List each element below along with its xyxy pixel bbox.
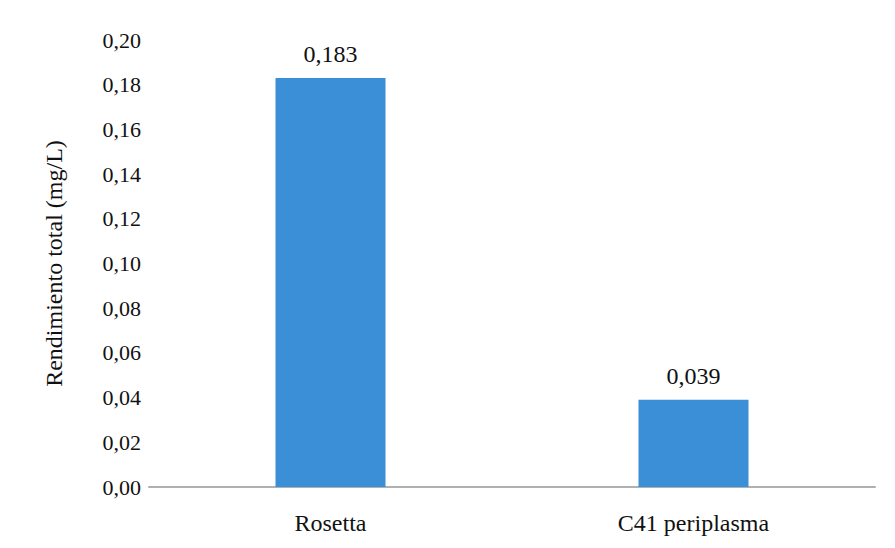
svg-text:0,10: 0,10 (103, 251, 142, 276)
svg-text:Rosetta: Rosetta (295, 510, 367, 536)
svg-text:0,00: 0,00 (103, 475, 142, 500)
svg-text:0,16: 0,16 (103, 117, 142, 142)
svg-text:0,20: 0,20 (103, 28, 142, 53)
svg-text:C41 periplasma: C41 periplasma (618, 510, 770, 536)
svg-text:0,06: 0,06 (103, 340, 142, 365)
svg-text:0,18: 0,18 (103, 72, 142, 97)
svg-text:0,12: 0,12 (103, 206, 142, 231)
svg-text:0,183: 0,183 (304, 41, 358, 67)
svg-text:0,14: 0,14 (103, 162, 142, 187)
svg-text:0,02: 0,02 (103, 430, 142, 455)
svg-text:0,08: 0,08 (103, 296, 142, 321)
svg-text:0,039: 0,039 (667, 363, 721, 389)
svg-text:Rendimiento total (mg/L): Rendimiento total (mg/L) (41, 140, 67, 387)
svg-text:0,04: 0,04 (103, 385, 142, 410)
